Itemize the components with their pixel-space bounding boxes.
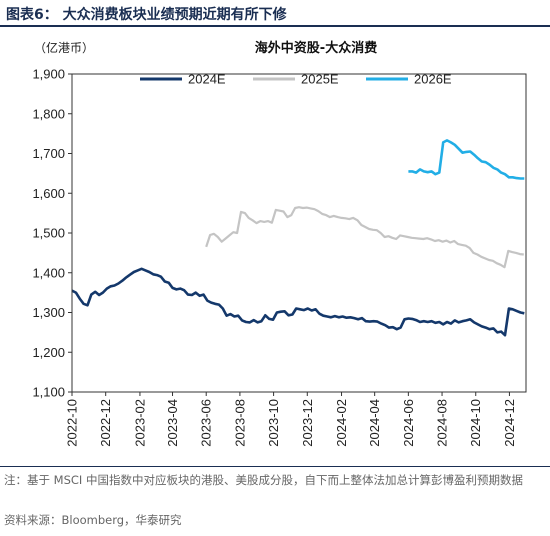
y-axis: 1,100 1,200 1,300 1,400 1,500 1,600 1,700 1,800… xyxy=(32,67,72,400)
y-tick-label: 1,200 xyxy=(32,345,65,360)
y-tick-label: 1,300 xyxy=(32,305,65,320)
legend-label: 2026E xyxy=(414,72,452,87)
x-axis: 2022-10 2022-12 2023-02 2023-04 2023-06 2023-… xyxy=(65,392,517,447)
series-line-2026e xyxy=(408,139,525,180)
x-tick-label: 2022-12 xyxy=(98,399,113,447)
x-tick-label: 2023-02 xyxy=(132,399,147,447)
figure-title: 图表6： 大众消费板块业绩预期近期有所下修 xyxy=(6,7,287,23)
plot-frame xyxy=(71,73,527,393)
y-tick-label: 1,800 xyxy=(32,106,65,121)
y-tick-label: 1,400 xyxy=(32,265,65,280)
chart-title: 海外中资股-大众消费 xyxy=(255,40,377,56)
legend-label: 2025E xyxy=(301,72,339,87)
x-tick-label: 2024-02 xyxy=(334,399,349,447)
footer-divider xyxy=(0,466,550,467)
x-tick-label: 2024-10 xyxy=(468,399,483,447)
y-tick-label: 1,900 xyxy=(32,67,65,82)
y-tick-label: 1,600 xyxy=(32,186,65,201)
legend-label: 2024E xyxy=(188,72,226,87)
x-tick-label: 2023-08 xyxy=(232,399,247,447)
x-tick-label: 2024-06 xyxy=(401,399,416,447)
series-lines xyxy=(71,139,525,337)
y-axis-unit-label: （亿港币） xyxy=(34,40,94,55)
y-tick-label: 1,700 xyxy=(32,146,65,161)
x-tick-label: 2024-12 xyxy=(502,399,517,447)
chart-legend: 2024E 2025E 2026E xyxy=(140,72,452,87)
x-tick-label: 2023-04 xyxy=(165,399,180,447)
source-note: 资料来源：Bloomberg，华泰研究 xyxy=(4,513,182,527)
series-line-2024e xyxy=(71,267,525,337)
y-tick-label: 1,500 xyxy=(32,226,65,241)
y-tick-label: 1,100 xyxy=(32,385,65,400)
series-line-2025e xyxy=(205,206,524,269)
header-divider xyxy=(0,25,550,27)
x-tick-label: 2024-04 xyxy=(367,399,382,447)
x-tick-label: 2023-12 xyxy=(300,399,315,447)
x-tick-label: 2023-10 xyxy=(266,399,281,447)
x-tick-label: 2022-10 xyxy=(65,399,80,447)
x-tick-label: 2024-08 xyxy=(435,399,450,447)
line-chart: （亿港币） 海外中资股-大众消费 2024E 2025E 2026E 1,1001,… xyxy=(32,40,527,447)
footnote: 注：基于 MSCI 中国指数中对应板块的港股、美股成分股，自下而上整体法加总计算… xyxy=(4,473,523,487)
report-header: 图表6： 大众消费板块业绩预期近期有所下修 xyxy=(0,0,550,27)
x-tick-label: 2023-06 xyxy=(199,399,214,447)
